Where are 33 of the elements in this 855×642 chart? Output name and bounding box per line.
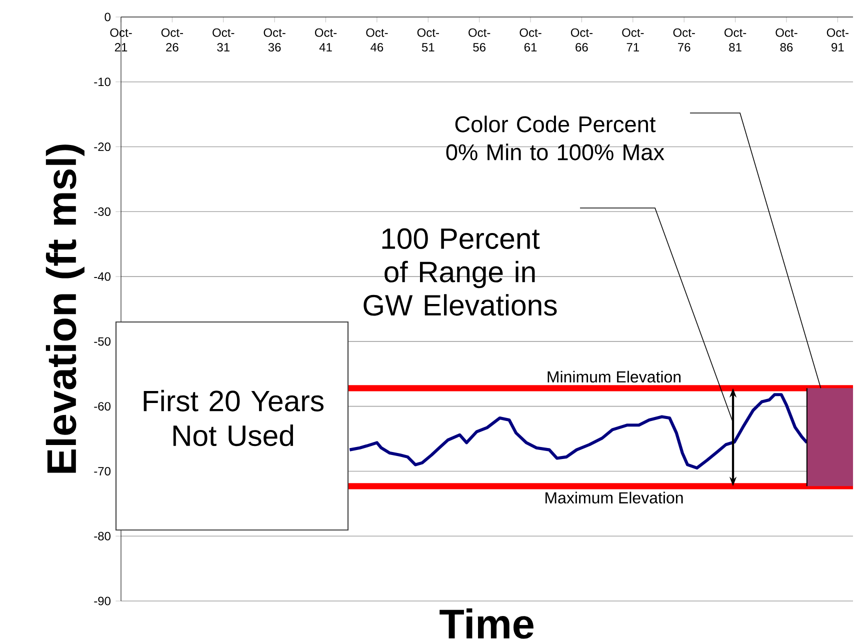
y-tick-label: -90 [94, 596, 110, 606]
y-tick-label: -80 [94, 532, 110, 540]
x-tick-label: Oct-51 [417, 28, 439, 52]
x-tick-label: Oct-71 [622, 28, 644, 52]
x-tick-label: Oct-26 [161, 28, 184, 52]
ref-line-label: Minimum Elevation [548, 370, 681, 383]
x-tick-label: Oct-91 [826, 28, 848, 52]
y-tick-label: -40 [94, 272, 110, 281]
y-tick-label: -60 [94, 402, 110, 411]
x-tick-label: Oct-31 [212, 28, 234, 52]
x-tick-label: Oct-41 [314, 28, 337, 52]
x-tick-label: Oct-76 [673, 28, 695, 52]
ref-line-label: Maximum Elevation [546, 492, 683, 504]
x-tick-label: Oct-56 [468, 28, 490, 52]
x-tick-label: Oct-36 [264, 28, 286, 52]
x-tick-label: Oct-21 [110, 28, 132, 52]
x-tick-label: Oct-81 [724, 28, 746, 52]
y-tick-label: -30 [94, 207, 110, 216]
y-tick-label: -20 [94, 142, 110, 152]
annotation: 100 Percent of Range in GW Elevations [364, 228, 557, 316]
y-tick-label: -50 [94, 337, 110, 346]
y-tick-label: 0 [104, 12, 110, 22]
annotation: First 20 Years Not Used [144, 390, 324, 446]
annotation: Color Code Percent 0% Min to 100% Max [446, 116, 664, 160]
line-series [348, 393, 808, 470]
x-tick-label: Oct-61 [520, 28, 542, 52]
x-tick-label: Oct-46 [366, 28, 388, 52]
x-axis-title: Time [440, 608, 534, 639]
y-tick-label: -10 [94, 78, 110, 86]
x-tick-label: Oct-66 [570, 28, 593, 52]
y-axis-title: Elevation (ft msl) [46, 144, 84, 473]
y-tick-label: -70 [94, 466, 110, 476]
x-tick-label: Oct-86 [776, 28, 798, 52]
